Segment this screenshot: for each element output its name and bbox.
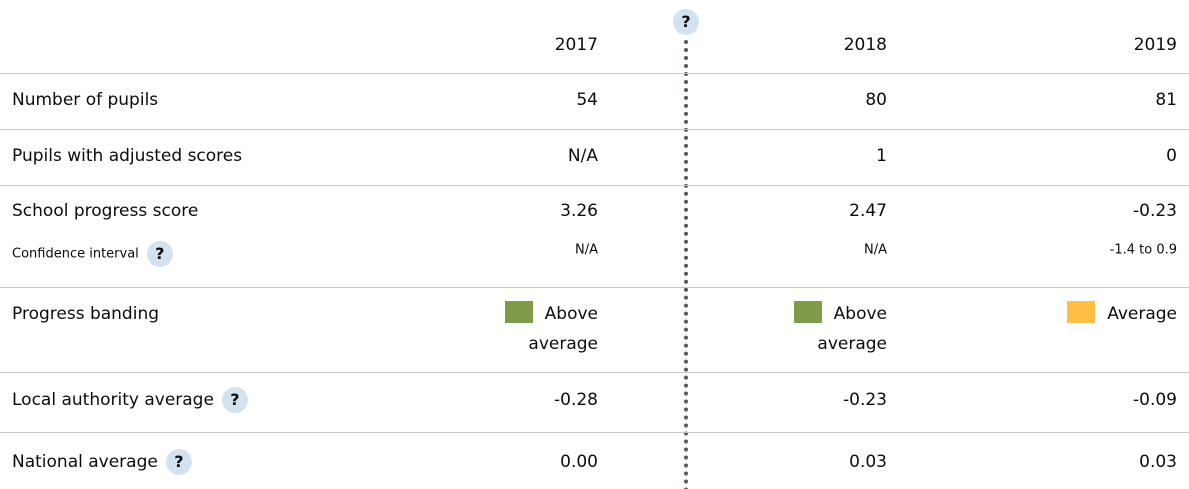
cell-value: -0.23 (843, 390, 887, 410)
label-text: Local authority average (12, 390, 214, 410)
help-icon[interactable]: ? (146, 241, 173, 267)
row-label: Number of pupils (12, 90, 158, 110)
cell-value: -0.09 (1133, 390, 1177, 410)
banding-cell: Above average (757, 299, 887, 359)
row-label: Confidence interval? (12, 241, 173, 267)
cell-value: -0.23 (1133, 201, 1177, 221)
banding-swatch (793, 301, 822, 323)
row-separator (0, 185, 1189, 186)
row-separator (0, 129, 1189, 130)
label-text: Pupils with adjusted scores (12, 146, 243, 166)
year-divider (684, 40, 688, 489)
banding-text: Average (1107, 304, 1177, 324)
banding-cell: Average (1047, 299, 1177, 329)
row-label: Local authority average? (12, 387, 248, 413)
help-icon[interactable]: ? (673, 9, 699, 35)
cell-value: 0.03 (849, 452, 887, 472)
label-text: Number of pupils (12, 90, 159, 110)
cell-value: -1.4 to 0.9 (1109, 242, 1177, 258)
row-label: Progress banding (12, 304, 159, 324)
help-icon[interactable]: ? (165, 449, 192, 475)
banding-text: Above average (528, 304, 598, 354)
column-header: 2017 (554, 35, 598, 55)
cell-value: 3.26 (560, 201, 598, 221)
row-label: Pupils with adjusted scores (12, 146, 242, 166)
label-text: Progress banding (12, 304, 160, 324)
banding-cell: Above average (468, 299, 598, 359)
cell-value: 0 (1166, 146, 1177, 166)
row-separator (0, 73, 1189, 74)
row-label: School progress score (12, 201, 198, 221)
banding-text: Above average (817, 304, 887, 354)
label-text: Confidence interval (12, 246, 139, 262)
cell-value: -0.28 (554, 390, 598, 410)
row-separator (0, 372, 1189, 373)
cell-value: 2.47 (849, 201, 887, 221)
label-text: National average (12, 452, 158, 472)
label-text: School progress score (12, 201, 199, 221)
cell-value: 1 (876, 146, 887, 166)
cell-value: N/A (575, 242, 598, 258)
cell-value: N/A (567, 146, 598, 166)
banding-swatch (504, 301, 533, 323)
column-header: 2019 (1133, 35, 1177, 55)
banding-swatch (1067, 301, 1096, 323)
cell-value: 0.03 (1139, 452, 1177, 472)
column-header: 2018 (843, 35, 887, 55)
cell-value: 54 (576, 90, 598, 110)
cell-value: N/A (864, 242, 887, 258)
help-icon[interactable]: ? (221, 387, 248, 413)
row-label: National average? (12, 449, 192, 475)
row-separator (0, 287, 1189, 288)
cell-value: 80 (865, 90, 887, 110)
cell-value: 0.00 (560, 452, 598, 472)
cell-value: 81 (1155, 90, 1177, 110)
row-separator (0, 432, 1189, 433)
